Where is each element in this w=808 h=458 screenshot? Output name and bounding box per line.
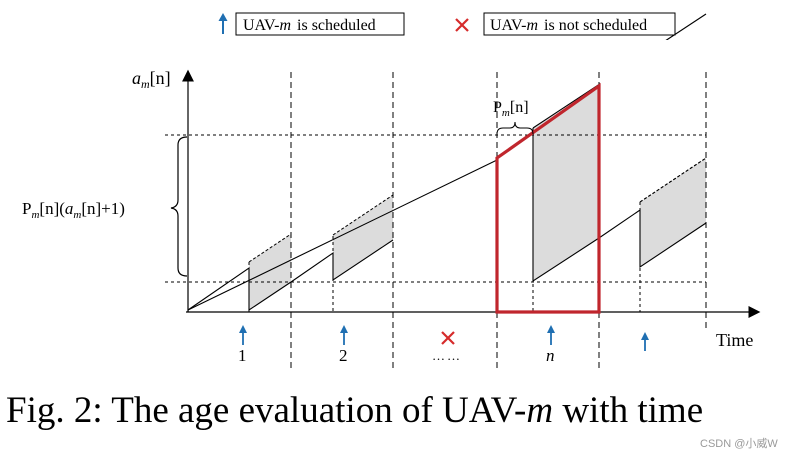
brace-label-a: a [65,199,74,218]
svg-text:UAV-mis not scheduled: UAV-m is not scheduled [490,17,647,34]
shade-slot-1 [249,234,291,310]
legend-not-scheduled-cross-icon [455,18,469,32]
svg-text:am[n]: am[n] [132,68,171,91]
p-brace-top [496,121,534,135]
left-brace [170,136,188,277]
legend-scheduled-box [235,12,405,36]
legend-not-scheduled-label: UAV- [490,17,526,34]
shaded-regions [249,87,706,310]
brace-label-mid: [n]( [39,199,65,218]
not-scheduled-cross-icon [441,331,455,345]
legend-not-scheduled-var: m [526,17,538,34]
scheduled-arrow-icon [641,332,649,340]
svg-text:Pm[n]: Pm[n] [493,99,529,119]
tick-label-dots: …… [432,348,462,363]
shade-slot-n [533,87,599,281]
shade-top-edges [248,157,707,263]
p-label-top: P [493,99,502,116]
svg-text:Pm[n](am[n]+1): Pm[n](am[n]+1) [22,199,125,221]
legend-scheduled-arrowhead-icon [218,13,228,21]
legend-not-scheduled-suffix: is not scheduled [544,17,647,34]
caption-var: m [526,390,553,431]
scheduled-arrow-icon [239,325,247,333]
scheduled-arrow-icon [340,325,348,333]
caption-tail: with time [553,390,703,431]
reference-lines [165,134,706,283]
p-label-top-arg: [n] [510,99,529,116]
caption: Fig. 2: The age evaluation of UAV- [6,390,526,431]
brace-label-p: P [22,199,31,218]
tick-label-1: 1 [238,346,247,365]
legend-not-scheduled-box [483,12,676,36]
p-label-top-sub: m [502,107,510,119]
x-axis-label: Time [716,330,753,350]
svg-text:UAV-mis scheduled: UAV-m is scheduled [243,17,376,34]
shade-slot-last [640,158,706,267]
watermark: CSDN @小威W [700,437,778,450]
tick-label-n: n [546,346,555,365]
y-label-a: a [132,68,141,88]
y-label-sub: m [141,77,150,91]
svg-text:Fig. 2: The age evaluation of: Fig. 2: The age evaluation of UAV-m with… [6,390,703,431]
tick-label-2: 2 [339,346,348,365]
brace-label-sub1: m [31,209,39,221]
legend: UAV-m is scheduled UAV-m is not scheduled [218,12,676,36]
unscheduled-region-outline [495,82,601,314]
scheduled-arrow-icon [547,325,555,333]
schedule-markers [239,325,649,351]
y-label-arg: [n] [150,68,171,88]
brace-label-tail: [n]+1) [81,199,125,218]
shade-slot-2 [333,195,393,280]
brace-label-sub2: m [73,209,81,221]
legend-scheduled-suffix: is scheduled [297,17,376,34]
legend-scheduled-label: UAV- [243,17,279,34]
legend-scheduled-var: m [279,17,291,34]
